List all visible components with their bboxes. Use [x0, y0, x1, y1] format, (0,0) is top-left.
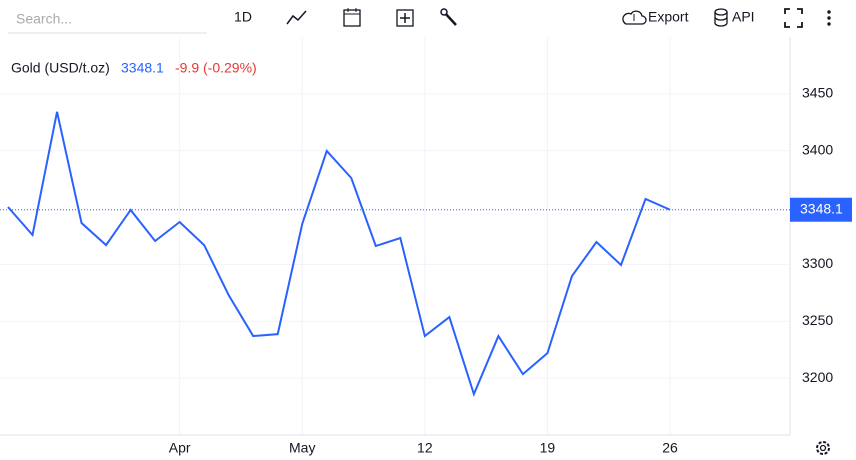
- last-value: 3348.1: [121, 60, 164, 76]
- price-line: [7, 111, 671, 398]
- search-box[interactable]: Search...: [16, 11, 72, 27]
- x-tick-label: Apr: [169, 440, 191, 456]
- x-tick-label: May: [289, 440, 315, 456]
- api-label: API: [732, 9, 755, 25]
- tools-icon[interactable]: [440, 8, 457, 26]
- api-button[interactable]: API: [714, 8, 755, 27]
- fullscreen-icon[interactable]: [784, 8, 803, 28]
- last-price-badge: [790, 197, 852, 222]
- export-button[interactable]: Export: [622, 9, 689, 25]
- y-tick-label: 3400: [802, 141, 833, 157]
- chart-type-icon[interactable]: [286, 10, 307, 25]
- menu-icon[interactable]: [827, 10, 831, 26]
- last-price-label: 3348.1: [800, 200, 843, 216]
- y-tick-label: 3200: [802, 369, 833, 385]
- chart-title: Gold (USD/t.oz): [11, 60, 110, 76]
- x-tick-label: 26: [662, 440, 678, 456]
- toolbar: Search... 1D Export API: [8, 8, 831, 34]
- y-tick-label: 3450: [802, 85, 833, 101]
- x-tick-label: 19: [540, 440, 556, 456]
- settings-icon[interactable]: [816, 441, 830, 455]
- interval-button[interactable]: 1D: [234, 9, 252, 25]
- x-tick-label: 12: [417, 440, 433, 456]
- change: -9.9 (-0.29%): [175, 60, 257, 76]
- grid: [0, 37, 790, 435]
- y-tick-label: 3250: [802, 312, 833, 328]
- calendar-icon[interactable]: [343, 8, 361, 27]
- y-tick-label: 3300: [802, 255, 833, 271]
- export-label: Export: [648, 9, 689, 25]
- add-indicator-icon[interactable]: [396, 9, 414, 27]
